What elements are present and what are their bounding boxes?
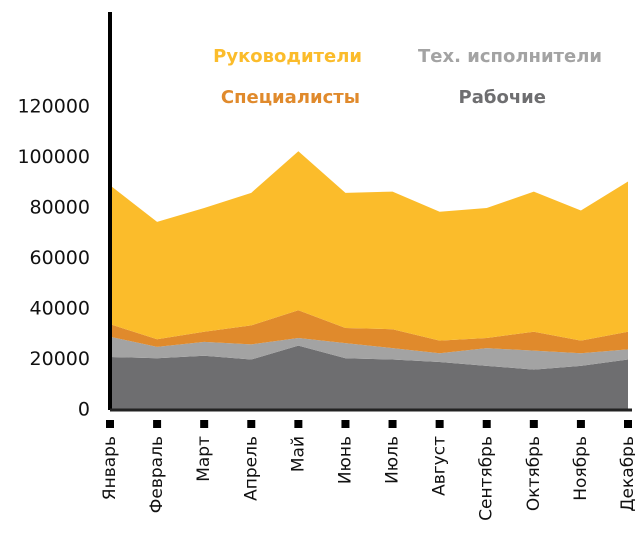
x-tick-mark: [435, 420, 444, 428]
x-tick-label: Май: [288, 436, 308, 472]
area: [110, 310, 628, 354]
y-tick-label: 0: [78, 399, 90, 421]
x-tick-mark: [482, 420, 491, 428]
x-tick-label: Ноябрь: [571, 436, 591, 501]
y-tick-label: 80000: [30, 197, 90, 219]
x-tick-mark: [341, 420, 350, 428]
x-tick-mark: [388, 420, 397, 428]
x-tick-label: Июнь: [335, 436, 355, 484]
x-tick-label: Февраль: [147, 436, 167, 513]
x-tick-label: Январь: [100, 436, 120, 500]
legend-label: Рабочие: [459, 87, 546, 108]
x-tick-mark: [529, 420, 538, 428]
y-tick-label: 60000: [30, 247, 90, 269]
y-tick-label: 40000: [30, 298, 90, 320]
legend-label: Руководители: [213, 46, 362, 67]
x-tick-mark: [106, 420, 114, 428]
x-tick-mark: [200, 420, 209, 428]
area: [110, 151, 628, 341]
x-tick-label: Июль: [383, 436, 403, 484]
x-tick-mark: [247, 420, 256, 428]
area: [110, 345, 628, 410]
area: [110, 336, 628, 370]
x-tick-mark: [624, 420, 632, 428]
y-tick-label: 100000: [17, 146, 90, 168]
legend-label: Тех. исполнители: [418, 46, 602, 67]
x-tick-label: Август: [430, 436, 450, 496]
x-tick-label: Октябрь: [524, 436, 544, 511]
x-tick-label: Сентябрь: [477, 436, 497, 521]
x-tick-label: Декабрь: [618, 436, 635, 512]
x-tick-mark: [576, 420, 585, 428]
y-tick-label: 120000: [17, 96, 90, 118]
x-tick-mark: [153, 420, 162, 428]
y-tick-label: 20000: [30, 348, 90, 370]
x-tick-label: Март: [194, 436, 214, 482]
legend-label: Специалисты: [221, 87, 360, 108]
x-tick-mark: [294, 420, 303, 428]
x-tick-label: Апрель: [241, 436, 261, 501]
